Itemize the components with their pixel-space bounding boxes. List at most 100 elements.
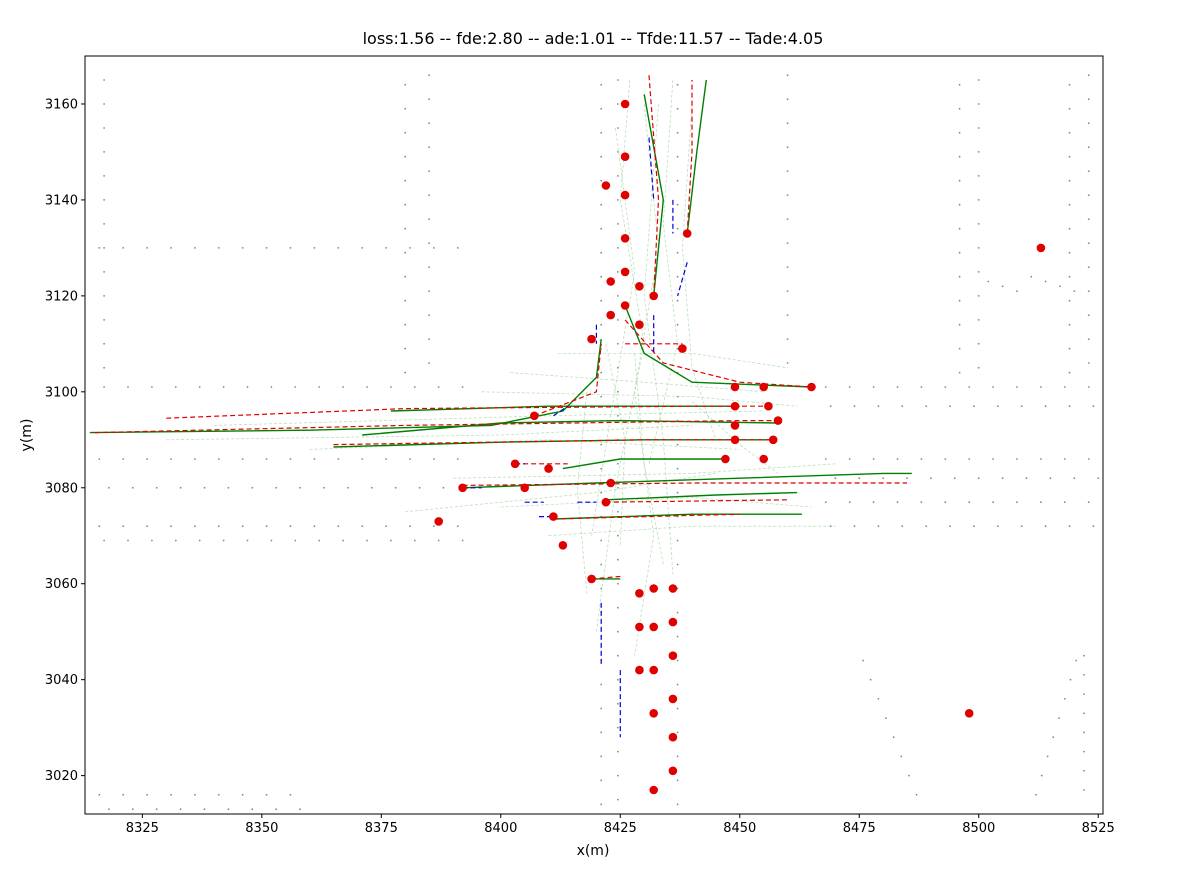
map-point	[997, 525, 999, 528]
history-trajectory	[648, 137, 655, 200]
map-point	[786, 290, 789, 292]
map-point	[437, 386, 440, 388]
map-point	[170, 793, 172, 796]
ground-truth-trajectory	[686, 79, 707, 234]
map-point	[617, 414, 619, 417]
map-point	[600, 779, 603, 782]
map-point	[920, 386, 923, 388]
map-point	[103, 319, 105, 321]
map-point	[958, 347, 961, 350]
map-point	[122, 247, 125, 249]
map-point	[872, 458, 875, 460]
map-point	[1083, 789, 1085, 791]
map-point	[337, 458, 340, 460]
map-point	[428, 98, 430, 101]
map-point	[222, 539, 225, 542]
map-point	[146, 793, 149, 796]
agent-marker	[635, 282, 644, 291]
agent-marker	[721, 454, 730, 464]
map-point	[170, 458, 172, 460]
map-point	[366, 386, 368, 388]
map-point	[617, 510, 619, 513]
map-point	[617, 726, 619, 729]
map-point	[676, 563, 679, 566]
agent-marker	[807, 382, 816, 392]
map-point	[600, 803, 603, 806]
map-point	[1075, 659, 1078, 662]
map-point	[103, 127, 105, 129]
map-point	[313, 525, 316, 528]
map-point	[617, 319, 619, 321]
agent-marker	[606, 478, 615, 488]
map-point	[885, 717, 887, 719]
x-tick-label: 8475	[843, 821, 876, 836]
agent-marker	[620, 234, 630, 243]
map-point	[862, 659, 864, 662]
ground-truth-trajectory	[643, 94, 665, 296]
map-point	[194, 458, 196, 460]
map-point	[198, 386, 201, 388]
map-point	[958, 299, 961, 302]
agent-marker	[620, 301, 630, 310]
x-axis: 8325 8350 8375 8400 8425 8450 8475 8500 8525	[126, 814, 1115, 836]
map-point	[461, 539, 464, 542]
map-point	[1068, 179, 1071, 182]
agent-marker	[678, 344, 687, 353]
map-point	[617, 103, 619, 105]
map-point	[127, 539, 129, 542]
map-point	[404, 371, 407, 374]
map-point	[906, 477, 908, 480]
y-axis-label: y(m)	[19, 419, 35, 452]
map-point	[786, 314, 789, 316]
y-tick-label: 3020	[45, 769, 78, 784]
map-point	[617, 342, 619, 345]
candidate-trajectory	[634, 103, 659, 656]
map-point	[987, 280, 990, 283]
map-point	[676, 299, 679, 302]
agent-marker	[606, 310, 615, 320]
agent-marker	[601, 497, 611, 507]
map-point	[1001, 285, 1004, 288]
agent-marker	[635, 665, 644, 675]
map-point	[973, 405, 975, 408]
map-point	[600, 539, 603, 542]
map-point	[98, 525, 101, 528]
map-point	[786, 98, 789, 101]
prediction-trajectory	[166, 405, 769, 419]
map-point	[404, 227, 407, 230]
map-point	[617, 223, 619, 225]
map-point	[404, 323, 407, 326]
map-point	[1040, 386, 1042, 388]
map-point	[977, 247, 980, 249]
map-point	[179, 808, 182, 811]
map-point	[131, 486, 134, 489]
map-point	[617, 582, 619, 585]
agent-marker	[649, 709, 658, 718]
map-point	[617, 558, 619, 561]
map-point	[977, 477, 980, 480]
map-point	[1087, 170, 1090, 173]
map-point	[361, 458, 364, 460]
ground-truth-trajectory	[362, 419, 779, 436]
map-point	[413, 539, 416, 542]
map-point	[930, 477, 932, 480]
map-point	[385, 525, 387, 528]
map-point	[270, 539, 273, 542]
y-tick-label: 3080	[45, 481, 78, 496]
map-point	[676, 251, 679, 254]
map-point	[1068, 405, 1071, 408]
map-point	[1049, 477, 1052, 480]
map-point	[179, 486, 182, 489]
map-point	[973, 525, 975, 528]
map-point	[428, 170, 430, 173]
map-point	[600, 155, 603, 158]
map-point	[1087, 458, 1090, 460]
map-point	[858, 477, 861, 480]
map-point	[98, 458, 101, 460]
agent-marker	[649, 665, 658, 675]
y-tick-label: 3100	[45, 385, 78, 400]
map-point	[786, 146, 789, 149]
map-point	[428, 242, 430, 245]
map-point	[1087, 122, 1090, 125]
candidate-trajectory	[643, 103, 674, 575]
